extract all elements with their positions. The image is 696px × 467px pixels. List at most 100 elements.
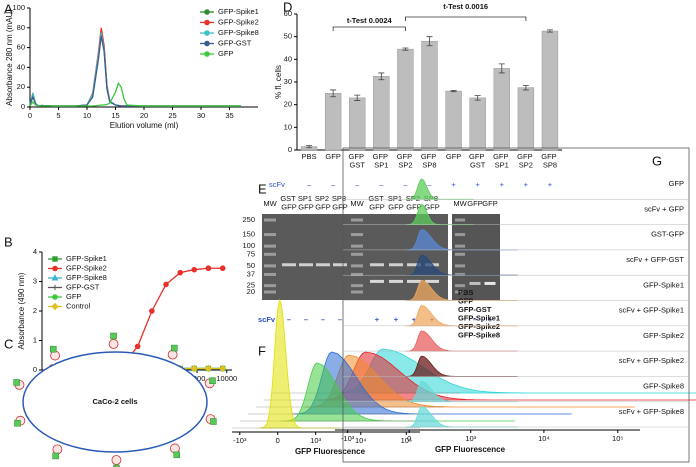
gfp-icon bbox=[113, 464, 120, 467]
marker bbox=[204, 364, 213, 373]
gel-band bbox=[407, 263, 421, 267]
row-sign: – bbox=[427, 180, 432, 189]
receptor bbox=[52, 444, 63, 455]
row-label: GFP bbox=[669, 179, 684, 188]
legend-label: GFP-Spike2 bbox=[458, 322, 500, 331]
x-axis-label: Elution volume (ml) bbox=[110, 121, 179, 130]
row-sign: – bbox=[304, 315, 308, 324]
y-tick-label: 80 bbox=[17, 23, 25, 32]
y-tick-label: 60 bbox=[17, 43, 25, 52]
label-line: SP1 bbox=[374, 160, 388, 169]
label-line: GFP bbox=[369, 202, 384, 211]
category-label: GFP SP8 bbox=[541, 152, 558, 169]
label-line: GFP bbox=[373, 152, 390, 161]
row-sign: – bbox=[379, 180, 384, 189]
row-sign: – bbox=[403, 180, 408, 189]
gel-band bbox=[351, 272, 363, 276]
panel-label: A bbox=[4, 1, 13, 16]
row-label: scFv bbox=[258, 315, 276, 324]
gel-band bbox=[351, 252, 363, 256]
y-tick-label: 50 bbox=[284, 32, 292, 41]
y-tick-label: 10 bbox=[284, 122, 292, 131]
legend-label: GFP-Spike1 bbox=[458, 313, 500, 322]
label-line: GFP bbox=[332, 202, 347, 211]
gel-band bbox=[264, 284, 276, 288]
lane-label: SP2 GFP bbox=[315, 194, 331, 211]
label-line: SP1 bbox=[495, 160, 509, 169]
legend-label: GFP bbox=[218, 49, 233, 58]
label-line: GFP bbox=[406, 202, 421, 211]
label-line: GFP bbox=[517, 152, 534, 161]
receptor bbox=[108, 339, 119, 349]
gel-band bbox=[264, 272, 276, 276]
gel-band bbox=[351, 218, 363, 222]
x-tick-label: -10³ bbox=[341, 434, 355, 443]
gel-band bbox=[264, 264, 276, 268]
panel-frame bbox=[342, 147, 690, 463]
label-line: SP2 bbox=[519, 160, 533, 169]
marker bbox=[52, 265, 58, 272]
row-label: scFv bbox=[269, 180, 285, 189]
mw-label: 25 bbox=[247, 281, 255, 290]
cell bbox=[22, 351, 208, 453]
category-label: GFP GST bbox=[469, 152, 486, 169]
category-label: GFP SP1 bbox=[493, 152, 510, 169]
x-tick-label: 0 bbox=[28, 111, 32, 120]
marker bbox=[204, 30, 210, 36]
row-sign: + bbox=[375, 315, 380, 324]
marker bbox=[191, 266, 197, 273]
error-bar bbox=[450, 89, 457, 93]
marker bbox=[204, 40, 210, 47]
error-bar bbox=[306, 145, 313, 149]
marker bbox=[51, 302, 59, 311]
gel-band bbox=[455, 272, 465, 276]
gfp-icon bbox=[52, 452, 59, 460]
row-sign: – bbox=[473, 315, 477, 324]
marker bbox=[52, 256, 58, 262]
gel-band bbox=[299, 263, 313, 267]
marker bbox=[163, 281, 169, 288]
y-tick-label: 0 bbox=[21, 102, 25, 111]
bar bbox=[421, 40, 438, 151]
row-label: scFv + GFP-Spike1 bbox=[619, 306, 684, 315]
gel-band bbox=[351, 284, 363, 288]
row-label: scFv + GFP-GST bbox=[626, 255, 684, 264]
error-bar bbox=[546, 29, 553, 33]
label-line: SP8 bbox=[332, 194, 348, 203]
bracket bbox=[332, 26, 406, 31]
marker bbox=[177, 269, 183, 276]
gel-band bbox=[351, 290, 363, 294]
legend-label: GFP-Spike1 bbox=[66, 254, 107, 263]
y-tick-label: 4 bbox=[33, 247, 37, 256]
label-line: GFP bbox=[397, 152, 414, 161]
error-bar bbox=[402, 47, 409, 51]
label-line: SP8 bbox=[543, 160, 557, 169]
y-tick-label: 3 bbox=[33, 276, 37, 285]
x-tick-label: 35 bbox=[225, 111, 233, 120]
marker bbox=[219, 364, 227, 373]
gel-band bbox=[455, 284, 465, 288]
row-sign: + bbox=[488, 315, 493, 324]
legend-label: GFP-Spike8 bbox=[66, 273, 107, 282]
histogram-shape bbox=[405, 355, 518, 377]
gel-band bbox=[425, 279, 439, 283]
mw-label: 20 bbox=[247, 287, 255, 296]
label-line: GFP bbox=[493, 152, 510, 161]
row-label: GFP-Spike1 bbox=[643, 280, 684, 289]
error-bar bbox=[354, 94, 361, 101]
x-tick-label: 10⁴ bbox=[355, 436, 367, 445]
category-label: GFP bbox=[325, 152, 340, 161]
y-tick-label: 0 bbox=[288, 145, 292, 154]
label-line: GFP bbox=[298, 202, 313, 211]
y-tick-label: 30 bbox=[284, 77, 292, 86]
mw-label: 37 bbox=[247, 269, 255, 278]
receptor bbox=[50, 350, 60, 361]
gel-band bbox=[389, 279, 403, 283]
legend-label: GFP-Spike2 bbox=[218, 17, 259, 26]
x-tick-label: 10000 bbox=[216, 374, 237, 383]
bar bbox=[541, 30, 559, 151]
label-line: GST bbox=[470, 160, 486, 169]
gfp-icon bbox=[13, 379, 20, 386]
